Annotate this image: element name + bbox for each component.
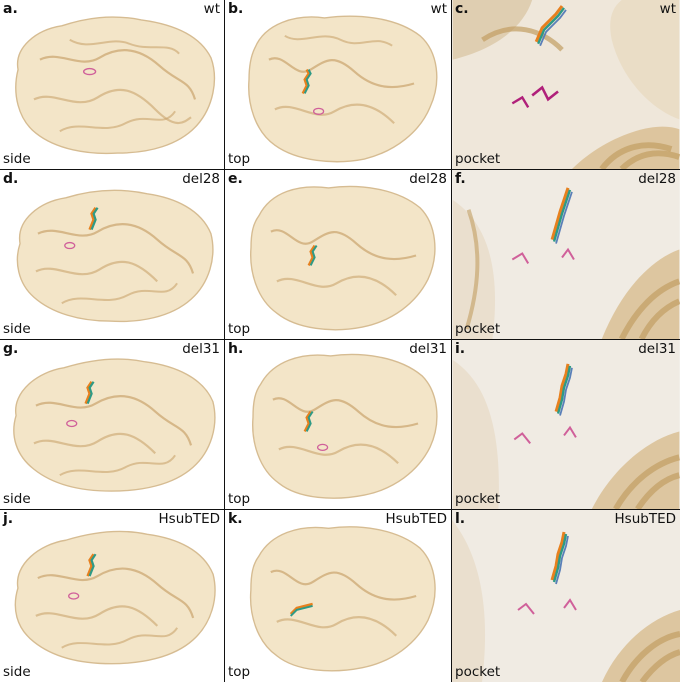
panel-letter: f.: [455, 171, 466, 187]
panel-letter: j.: [3, 511, 14, 527]
panel-letter: c.: [455, 1, 469, 17]
panel-letter: b.: [228, 1, 244, 17]
variant-label: del31: [182, 341, 220, 357]
protein-render-top: [250, 185, 436, 331]
panel-c: c. wt pocket: [452, 0, 680, 170]
view-label: pocket: [455, 151, 501, 167]
panel-h: h. del31 top: [225, 340, 452, 510]
variant-label: wt: [659, 1, 676, 17]
panel-letter: h.: [228, 341, 244, 357]
panel-letter: k.: [228, 511, 243, 527]
binding-pocket-render: [452, 510, 680, 682]
panel-letter: a.: [3, 1, 18, 17]
variant-label: wt: [430, 1, 447, 17]
panel-letter: g.: [3, 341, 19, 357]
view-label: side: [3, 664, 31, 680]
panel-letter: i.: [455, 341, 466, 357]
variant-label: del28: [638, 171, 676, 187]
variant-label: del31: [638, 341, 676, 357]
view-label: pocket: [455, 664, 501, 680]
protein-render-top: [252, 353, 438, 499]
view-label: pocket: [455, 491, 501, 507]
view-label: side: [3, 151, 31, 167]
variant-label: wt: [203, 1, 220, 17]
view-label: top: [228, 664, 251, 680]
protein-render-side: [16, 189, 214, 323]
protein-render-side: [14, 530, 216, 665]
panel-letter: l.: [455, 511, 466, 527]
view-label: side: [3, 491, 31, 507]
variant-label: del28: [409, 171, 447, 187]
variant-label: HsubTED: [158, 511, 220, 527]
variant-label: del28: [182, 171, 220, 187]
protein-render-top: [249, 526, 436, 672]
panel-l: l. HsubTED pocket: [452, 510, 680, 682]
view-label: top: [228, 321, 251, 337]
binding-pocket-render: [452, 170, 680, 339]
variant-label: del31: [409, 341, 447, 357]
panel-g: g. del31 side: [0, 340, 225, 510]
panel-letter: d.: [3, 171, 19, 187]
panel-letter: e.: [228, 171, 243, 187]
protein-render-top: [248, 15, 438, 163]
view-label: pocket: [455, 321, 501, 337]
protein-render-side: [15, 16, 216, 155]
view-label: top: [228, 151, 251, 167]
panel-i: i. del31 pocket: [452, 340, 680, 510]
variant-label: HsubTED: [614, 511, 676, 527]
variant-label: HsubTED: [385, 511, 447, 527]
protein-render-side: [13, 358, 216, 492]
panel-d: d. del28 side: [0, 170, 225, 340]
binding-pocket-render: [452, 340, 680, 509]
panel-f: f. del28 pocket: [452, 170, 680, 340]
panel-a: a. wt side: [0, 0, 225, 170]
panel-e: e. del28 top: [225, 170, 452, 340]
view-label: side: [3, 321, 31, 337]
panel-b: b. wt top: [225, 0, 452, 170]
binding-pocket-render: [452, 0, 680, 169]
view-label: top: [228, 491, 251, 507]
panel-j: j. HsubTED side: [0, 510, 225, 682]
panel-k: k. HsubTED top: [225, 510, 452, 682]
